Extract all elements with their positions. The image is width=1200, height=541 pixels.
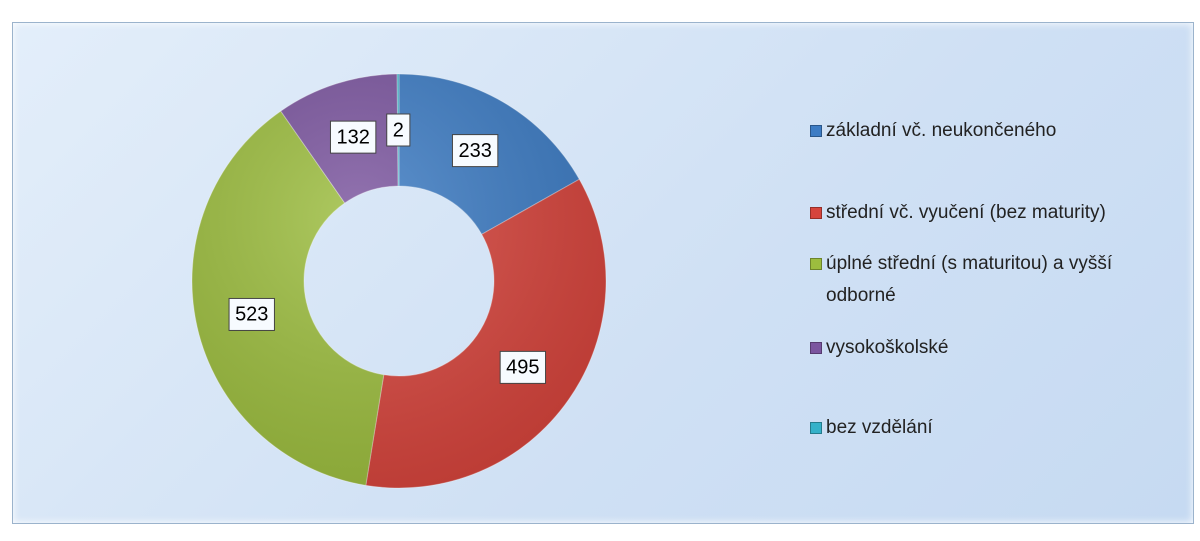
legend-label: úplné střední (s maturitou) a vyšší odbo…: [826, 253, 1113, 306]
legend-swatch: [810, 342, 822, 354]
data-label: 233: [458, 140, 491, 162]
legend-label: vysokoškolské: [826, 337, 949, 358]
legend-item: bez vzdělání: [810, 412, 1190, 444]
legend-label: základní vč. neukončeného: [826, 120, 1057, 141]
data-label: 523: [235, 304, 268, 326]
legend-label: střední vč. vyučení (bez maturity): [826, 202, 1106, 223]
legend-item: základní vč. neukončeného: [810, 115, 1190, 147]
legend-swatch: [810, 125, 822, 137]
data-label-box: [329, 120, 377, 154]
data-label-box: [451, 134, 499, 168]
data-label-box: [499, 350, 547, 384]
data-label-box: [228, 297, 275, 331]
data-label: 132: [336, 126, 369, 148]
legend-item: úplné střední (s maturitou) a vyšší odbo…: [810, 248, 1190, 312]
legend-item: vysokoškolské: [810, 332, 1190, 364]
legend-swatch: [810, 207, 822, 219]
legend-swatch: [810, 422, 822, 434]
legend-label: bez vzdělání: [826, 417, 933, 438]
legend-swatch: [810, 258, 822, 270]
data-label: 495: [506, 357, 539, 379]
legend-item: střední vč. vyučení (bez maturity): [810, 197, 1190, 229]
data-label-box: [386, 113, 411, 147]
data-label: 2: [393, 119, 404, 141]
